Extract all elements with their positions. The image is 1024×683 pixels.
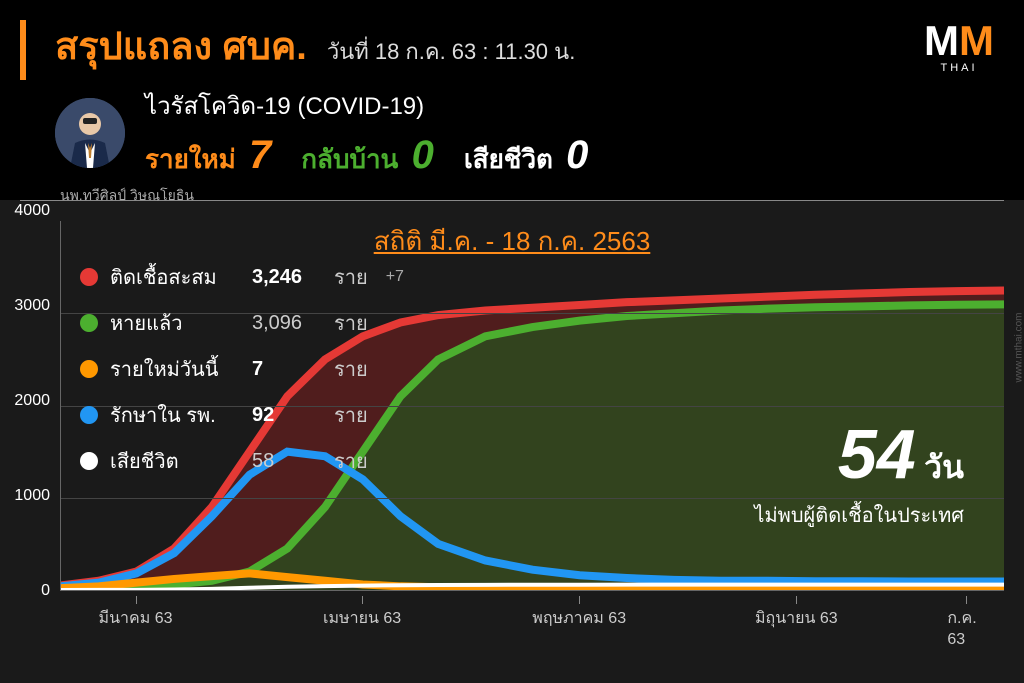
x-tick: มิถุนายน 63: [755, 606, 838, 631]
legend-label: ติดเชื้อสะสม: [110, 261, 240, 293]
x-tick-mark: [362, 596, 363, 604]
stat-recovered-value: 0: [412, 133, 434, 177]
x-tick-mark: [966, 596, 967, 604]
stat-new-label: รายใหม่: [145, 144, 236, 174]
header: สรุปแถลง ศบค. วันที่ 18 ก.ค. 63 : 11.30 …: [0, 0, 1024, 200]
legend-unit: ราย: [334, 307, 368, 339]
x-tick-mark: [136, 596, 137, 604]
stat-deaths: เสียชีวิต 0: [464, 133, 589, 180]
summary-stats: รายใหม่ 7 กลับบ้าน 0 เสียชีวิต 0: [145, 133, 1004, 180]
legend-dot-icon: [80, 360, 98, 378]
watermark: www.mthai.com: [1014, 312, 1024, 382]
person-icon: [55, 98, 125, 168]
legend-label: รักษาใน รพ.: [110, 399, 240, 431]
legend-label: เสียชีวิต: [110, 445, 240, 477]
days-number: 54: [838, 415, 916, 493]
y-tick: 2000: [14, 392, 50, 410]
legend-unit: ราย: [334, 261, 368, 293]
chart-container: สถิติ มี.ค. - 18 ก.ค. 2563 0 1000 2000 3000…: [0, 201, 1024, 641]
title-row: สรุปแถลง ศบค. วันที่ 18 ก.ค. 63 : 11.30 …: [55, 15, 1004, 76]
legend-value: 92: [252, 404, 322, 427]
x-axis: มีนาคม 63เมษายน 63พฤษภาคม 63มิถุนายน 63ก…: [60, 601, 1004, 631]
legend-dot-icon: [80, 406, 98, 424]
x-tick: พฤษภาคม 63: [532, 606, 626, 631]
x-tick: ก.ค. 63: [947, 606, 985, 649]
page-title: สรุปแถลง ศบค.: [55, 15, 307, 76]
legend-label: รายใหม่วันนี้: [110, 353, 240, 385]
legend-value: 3,246: [252, 266, 322, 289]
legend-row-new_daily: รายใหม่วันนี้ 7 ราย: [80, 353, 404, 385]
legend-label: หายแล้ว: [110, 307, 240, 339]
stat-new-value: 7: [249, 133, 271, 177]
y-axis: 01000200030004000: [5, 211, 55, 591]
legend-row-deaths: เสียชีวิต 58 ราย: [80, 445, 404, 477]
x-tick: มีนาคม 63: [99, 606, 173, 631]
logo-mark: MM: [924, 20, 994, 62]
presenter-avatar: [55, 98, 125, 168]
y-tick: 0: [41, 582, 50, 600]
days-subtitle: ไม่พบผู้ติดเชื้อในประเทศ: [754, 499, 964, 531]
x-tick-mark: [796, 596, 797, 604]
legend-row-confirmed: ติดเชื้อสะสม 3,246 ราย +7: [80, 261, 404, 293]
days-unit: วัน: [924, 449, 964, 485]
y-tick: 4000: [14, 202, 50, 220]
presenter-row: ไวรัสโควิด-19 (COVID-19) รายใหม่ 7 กลับบ…: [55, 86, 1004, 180]
legend-unit: ราย: [334, 399, 368, 431]
stat-deaths-label: เสียชีวิต: [464, 144, 553, 174]
datetime-label: วันที่ 18 ก.ค. 63 : 11.30 น.: [327, 34, 575, 69]
legend-delta: +7: [386, 268, 404, 286]
stat-recovered: กลับบ้าน 0: [301, 133, 434, 180]
stat-deaths-value: 0: [566, 133, 588, 177]
logo-letter-2: M: [959, 17, 994, 64]
chart-legend: ติดเชื้อสะสม3,246ราย+7หายแล้ว3,096รายราย…: [80, 261, 404, 491]
stat-recovered-label: กลับบ้าน: [301, 144, 398, 174]
legend-row-recovered: หายแล้ว 3,096 ราย: [80, 307, 404, 339]
virus-name: ไวรัสโควิด-19 (COVID-19): [145, 86, 1004, 125]
x-tick-mark: [579, 596, 580, 604]
legend-dot-icon: [80, 452, 98, 470]
legend-value: 3,096: [252, 312, 322, 335]
x-tick: เมษายน 63: [323, 606, 401, 631]
accent-bar: [20, 20, 26, 80]
brand-logo: MM THAI: [924, 20, 994, 74]
stats-column: ไวรัสโควิด-19 (COVID-19) รายใหม่ 7 กลับบ…: [145, 86, 1004, 180]
highlight-days: 54 วัน ไม่พบผู้ติดเชื้อในประเทศ: [754, 414, 964, 531]
y-tick: 3000: [14, 297, 50, 315]
legend-value: 58: [252, 450, 322, 473]
logo-letter-1: M: [924, 17, 959, 64]
legend-dot-icon: [80, 314, 98, 332]
chart-title: สถิติ มี.ค. - 18 ก.ค. 2563: [374, 221, 651, 262]
legend-row-hospitalized: รักษาใน รพ. 92 ราย: [80, 399, 404, 431]
legend-unit: ราย: [334, 353, 368, 385]
stat-new-cases: รายใหม่ 7: [145, 133, 271, 180]
legend-unit: ราย: [334, 445, 368, 477]
legend-dot-icon: [80, 268, 98, 286]
legend-value: 7: [252, 358, 322, 381]
y-tick: 1000: [14, 487, 50, 505]
